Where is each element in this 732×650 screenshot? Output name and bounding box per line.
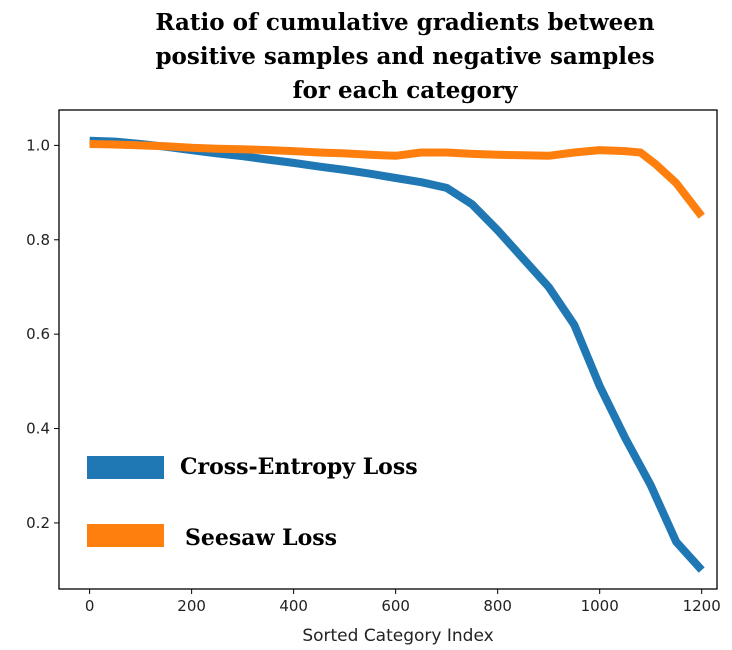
cross-entropy-loss-line (89, 136, 705, 573)
x-tick-label: 1000 (581, 597, 619, 615)
y-axis-ticks: 0.2 0.4 0.6 0.8 1.0 (26, 136, 59, 532)
chart-title: Ratio of cumulative gradients between po… (155, 9, 655, 104)
chart-title-line-2: positive samples and negative samples (155, 43, 654, 70)
y-tick-label: 1.0 (26, 136, 50, 154)
x-axis-ticks: 0 200 400 600 800 1000 1200 (85, 589, 721, 615)
plot-lines (89, 136, 705, 573)
y-tick-label: 0.6 (26, 325, 50, 343)
x-tick-label: 400 (279, 597, 308, 615)
x-tick-label: 600 (381, 597, 410, 615)
x-tick-label: 1200 (683, 597, 721, 615)
legend-label-seesaw: Seesaw Loss (185, 525, 337, 551)
chart-title-line-1: Ratio of cumulative gradients between (155, 9, 655, 36)
plot-frame (58, 109, 718, 590)
y-tick-label: 0.4 (26, 420, 50, 438)
chart-title-line-3: for each category (293, 77, 518, 104)
y-tick-label: 0.2 (26, 514, 50, 532)
legend-swatch-seesaw (87, 524, 164, 547)
seesaw-loss-line (89, 140, 705, 219)
legend-swatch-cross-entropy (87, 456, 164, 479)
legend-label-cross-entropy: Cross-Entropy Loss (180, 454, 418, 480)
x-axis-label: Sorted Category Index (302, 626, 493, 646)
y-tick-label: 0.8 (26, 231, 50, 249)
x-tick-label: 200 (177, 597, 206, 615)
x-tick-label: 0 (85, 597, 95, 615)
x-tick-label: 800 (483, 597, 512, 615)
legend: Cross-Entropy Loss Seesaw Loss (87, 454, 418, 551)
